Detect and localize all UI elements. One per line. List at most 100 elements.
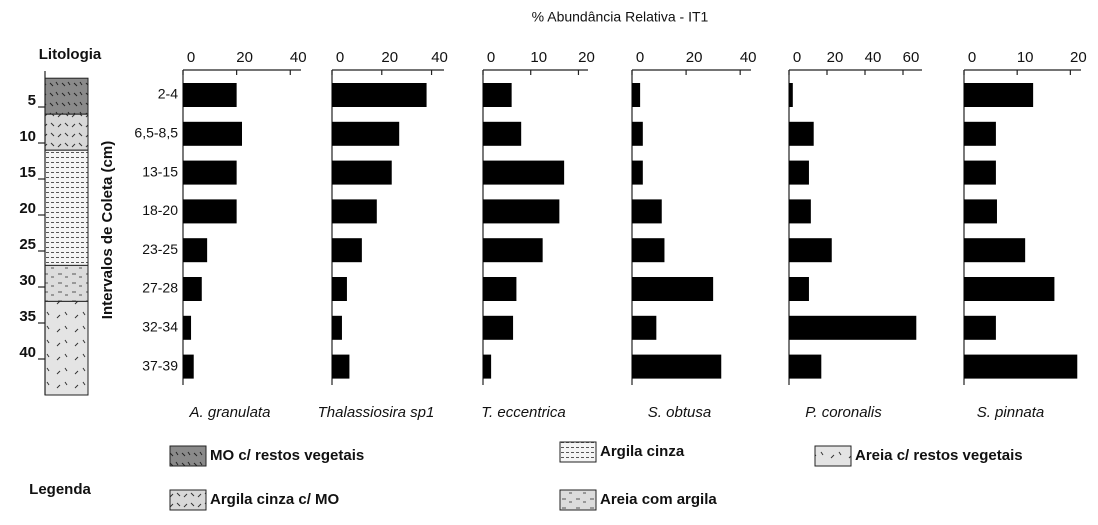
bar xyxy=(483,277,517,301)
x-tick-label: 20 xyxy=(236,49,253,66)
lithology-layer xyxy=(44,300,89,396)
bar xyxy=(183,160,237,185)
bar xyxy=(789,83,793,107)
x-tick-label: 10 xyxy=(530,49,547,66)
x-tick-label: 40 xyxy=(740,49,757,66)
bar xyxy=(632,354,722,379)
bar xyxy=(332,315,342,340)
bar xyxy=(483,354,492,379)
bar xyxy=(332,83,427,107)
bar xyxy=(964,83,1034,107)
legend-label: MO c/ restos vegetais xyxy=(210,447,364,464)
panel-title: S. pinnata xyxy=(977,404,1045,421)
bar xyxy=(632,160,643,185)
depth-tick-label: 30 xyxy=(19,272,36,289)
bar xyxy=(964,160,996,185)
legend-swatch xyxy=(559,441,597,463)
bar xyxy=(964,354,1078,379)
bar xyxy=(332,277,347,301)
category-label: 23-25 xyxy=(142,241,178,257)
x-tick-label: 20 xyxy=(686,49,703,66)
depth-tick-label: 25 xyxy=(19,236,36,253)
bar xyxy=(964,315,996,340)
category-label: 27-28 xyxy=(142,280,178,296)
bar xyxy=(483,199,560,224)
bar xyxy=(632,83,641,107)
bar xyxy=(789,354,822,379)
x-tick-label: 0 xyxy=(487,49,495,66)
legend-title: Legenda xyxy=(29,481,91,498)
x-tick-label: 20 xyxy=(827,49,844,66)
bar xyxy=(483,83,512,107)
category-label: 2-4 xyxy=(158,86,178,102)
x-tick-label: 20 xyxy=(578,49,595,66)
x-tick-label: 20 xyxy=(1070,49,1087,66)
bar xyxy=(483,160,565,185)
x-tick-label: 0 xyxy=(793,49,801,66)
category-label: 13-15 xyxy=(142,163,178,179)
x-tick-label: 0 xyxy=(336,49,344,66)
lithology-layer xyxy=(44,264,89,302)
bar xyxy=(632,121,643,146)
depth-tick-label: 15 xyxy=(19,164,36,181)
bar xyxy=(964,121,996,146)
category-label: 37-39 xyxy=(142,357,178,373)
bar xyxy=(332,238,362,263)
lithology-layer xyxy=(44,113,89,151)
bar xyxy=(964,277,1055,301)
legend-swatch xyxy=(559,489,597,511)
bar xyxy=(789,315,917,340)
bar xyxy=(183,238,208,263)
bar xyxy=(483,121,522,146)
bar xyxy=(332,199,377,224)
bar xyxy=(789,277,809,301)
bar xyxy=(789,238,832,263)
panel-title: Thalassiosira sp1 xyxy=(318,404,435,421)
bar xyxy=(632,238,665,263)
bar xyxy=(183,277,202,301)
bar xyxy=(964,238,1026,263)
bar xyxy=(183,199,237,224)
bar xyxy=(789,199,811,224)
panel-title: S. obtusa xyxy=(648,404,711,421)
category-label: 18-20 xyxy=(142,202,178,218)
panel-title: A. granulata xyxy=(189,404,271,421)
x-tick-label: 60 xyxy=(903,49,920,66)
x-tick-label: 20 xyxy=(381,49,398,66)
bar xyxy=(632,315,657,340)
panel-title: P. coronalis xyxy=(805,404,882,421)
x-tick-label: 10 xyxy=(1017,49,1034,66)
bar xyxy=(183,315,192,340)
bar xyxy=(332,354,350,379)
depth-tick-label: 10 xyxy=(19,128,36,145)
bar xyxy=(183,354,194,379)
depth-tick-label: 35 xyxy=(19,308,36,325)
x-tick-label: 40 xyxy=(431,49,448,66)
legend-label: Areia com argila xyxy=(600,491,717,508)
lithology-layer xyxy=(44,149,89,266)
bar xyxy=(632,199,662,224)
x-tick-label: 0 xyxy=(636,49,644,66)
x-tick-label: 0 xyxy=(968,49,976,66)
legend-swatch xyxy=(169,489,207,511)
depth-tick-label: 5 xyxy=(28,92,36,109)
depth-tick-label: 20 xyxy=(19,200,36,217)
bar xyxy=(183,121,242,146)
bar xyxy=(332,121,400,146)
y-axis-label: Intervalos de Coleta (cm) xyxy=(99,141,116,319)
bar xyxy=(632,277,714,301)
legend-label: Argila cinza c/ MO xyxy=(210,491,340,508)
depth-tick-label: 40 xyxy=(19,344,36,361)
bar xyxy=(789,121,814,146)
bar xyxy=(964,199,997,224)
category-label: 32-34 xyxy=(142,319,178,335)
legend-label: Argila cinza xyxy=(600,443,685,460)
chart-title: % Abundância Relativa - IT1 xyxy=(532,9,709,25)
bar xyxy=(332,160,392,185)
x-tick-label: 40 xyxy=(865,49,882,66)
category-label: 6,5-8,5 xyxy=(134,125,178,141)
bar xyxy=(183,83,237,107)
bar xyxy=(483,238,543,263)
legend-swatch xyxy=(169,445,207,467)
